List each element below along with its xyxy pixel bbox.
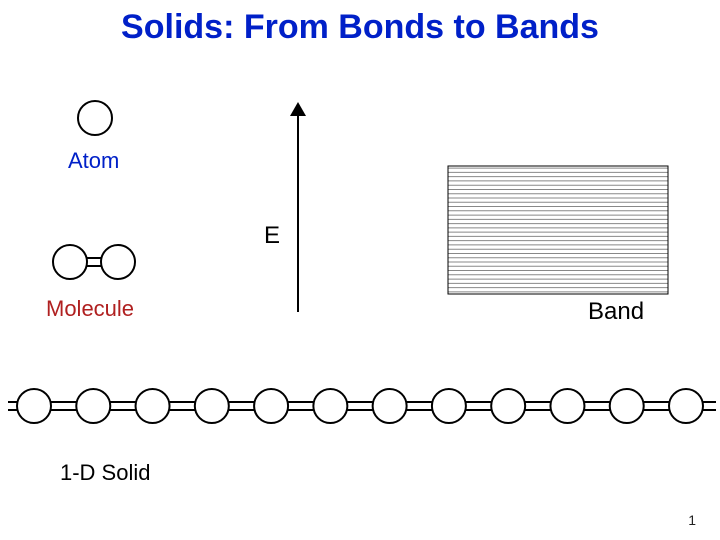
page-number: 1	[688, 512, 696, 528]
chain-diagram	[0, 0, 720, 540]
energy-label: E	[264, 222, 280, 250]
slide-stage: Solids: From Bonds to Bands Atom E Molec…	[0, 0, 720, 540]
solid-label: 1-D Solid	[60, 460, 150, 486]
atom-label: Atom	[68, 148, 119, 174]
band-label: Band	[588, 298, 644, 326]
molecule-label: Molecule	[46, 296, 134, 322]
